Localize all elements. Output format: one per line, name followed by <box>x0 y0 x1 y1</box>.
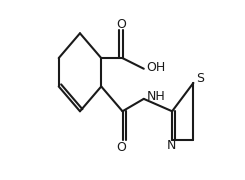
Text: S: S <box>196 72 205 85</box>
Text: NH: NH <box>147 90 165 103</box>
Text: OH: OH <box>147 61 166 74</box>
Text: O: O <box>117 18 127 31</box>
Text: N: N <box>167 139 176 152</box>
Text: O: O <box>117 141 127 154</box>
